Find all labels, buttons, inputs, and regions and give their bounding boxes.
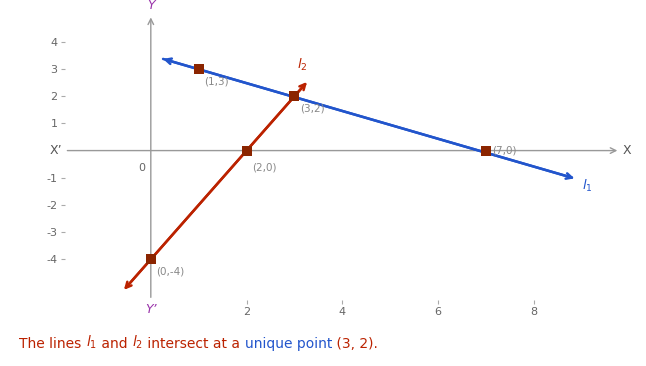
Text: The lines: The lines [19,337,86,351]
Text: 0: 0 [138,163,145,173]
Text: X’: X’ [50,144,62,157]
Text: (3, 2).: (3, 2). [332,337,378,351]
Text: intersect at a: intersect at a [143,337,245,351]
Text: (2,0): (2,0) [253,163,277,173]
Text: $l_2$: $l_2$ [132,334,143,351]
Text: X: X [623,144,631,157]
Text: (3,2): (3,2) [300,104,325,114]
Text: Y: Y [147,0,154,12]
Text: Y’: Y’ [145,303,156,316]
Text: $l_1$: $l_1$ [86,334,97,351]
Text: (7,0): (7,0) [492,146,516,156]
Text: (0,-4): (0,-4) [156,267,185,277]
Text: $l_2$: $l_2$ [297,57,307,73]
Point [289,93,300,99]
Point [194,66,204,72]
Text: and: and [97,337,132,351]
Text: $l_1$: $l_1$ [582,178,592,194]
Point [242,147,252,153]
Text: (1,3): (1,3) [204,76,229,87]
Text: unique point: unique point [245,337,332,351]
Point [481,147,491,153]
Point [145,257,156,262]
